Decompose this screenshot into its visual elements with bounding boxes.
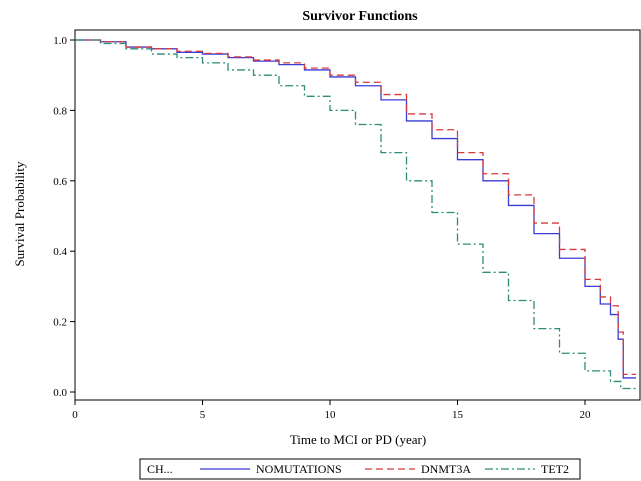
- series-line-dnmt3a: [75, 39, 636, 376]
- y-tick-label: 1.0: [53, 35, 67, 47]
- y-tick-label: 0.0: [53, 387, 67, 399]
- legend-frame: [139, 458, 581, 480]
- x-tick-label: 0: [72, 409, 78, 421]
- chart-title: Survivor Functions: [302, 9, 418, 24]
- legend-label-dnmt3a: DNMT3A: [421, 462, 471, 476]
- y-tick-label: 0.8: [53, 105, 67, 117]
- series-line-tet2: [75, 39, 636, 390]
- x-tick-label: 10: [325, 409, 337, 421]
- legend-title: CH...: [147, 462, 173, 476]
- legend-label-nomutations: NOMUTATIONS: [256, 462, 342, 476]
- x-axis-title: Time to MCI or PD (year): [290, 432, 426, 447]
- y-tick-label: 0.4: [53, 246, 67, 258]
- y-tick-label: 0.6: [53, 176, 67, 188]
- x-tick-label: 20: [580, 409, 592, 421]
- y-tick-label: 0.2: [53, 317, 67, 329]
- series-line-nomutations: [75, 39, 636, 379]
- plot-frame: [74, 29, 641, 401]
- x-tick-label: 5: [200, 409, 206, 421]
- legend: CH... NOMUTATIONS DNMT3A TET2: [139, 458, 581, 480]
- x-tick-label: 15: [452, 409, 464, 421]
- legend-label-tet2: TET2: [541, 462, 569, 476]
- y-axis-title: Survival Probability: [12, 161, 27, 267]
- plot-area: 0.0 0.2 0.4 0.6 0.8 1.0 0 5 10 15 20: [53, 29, 641, 421]
